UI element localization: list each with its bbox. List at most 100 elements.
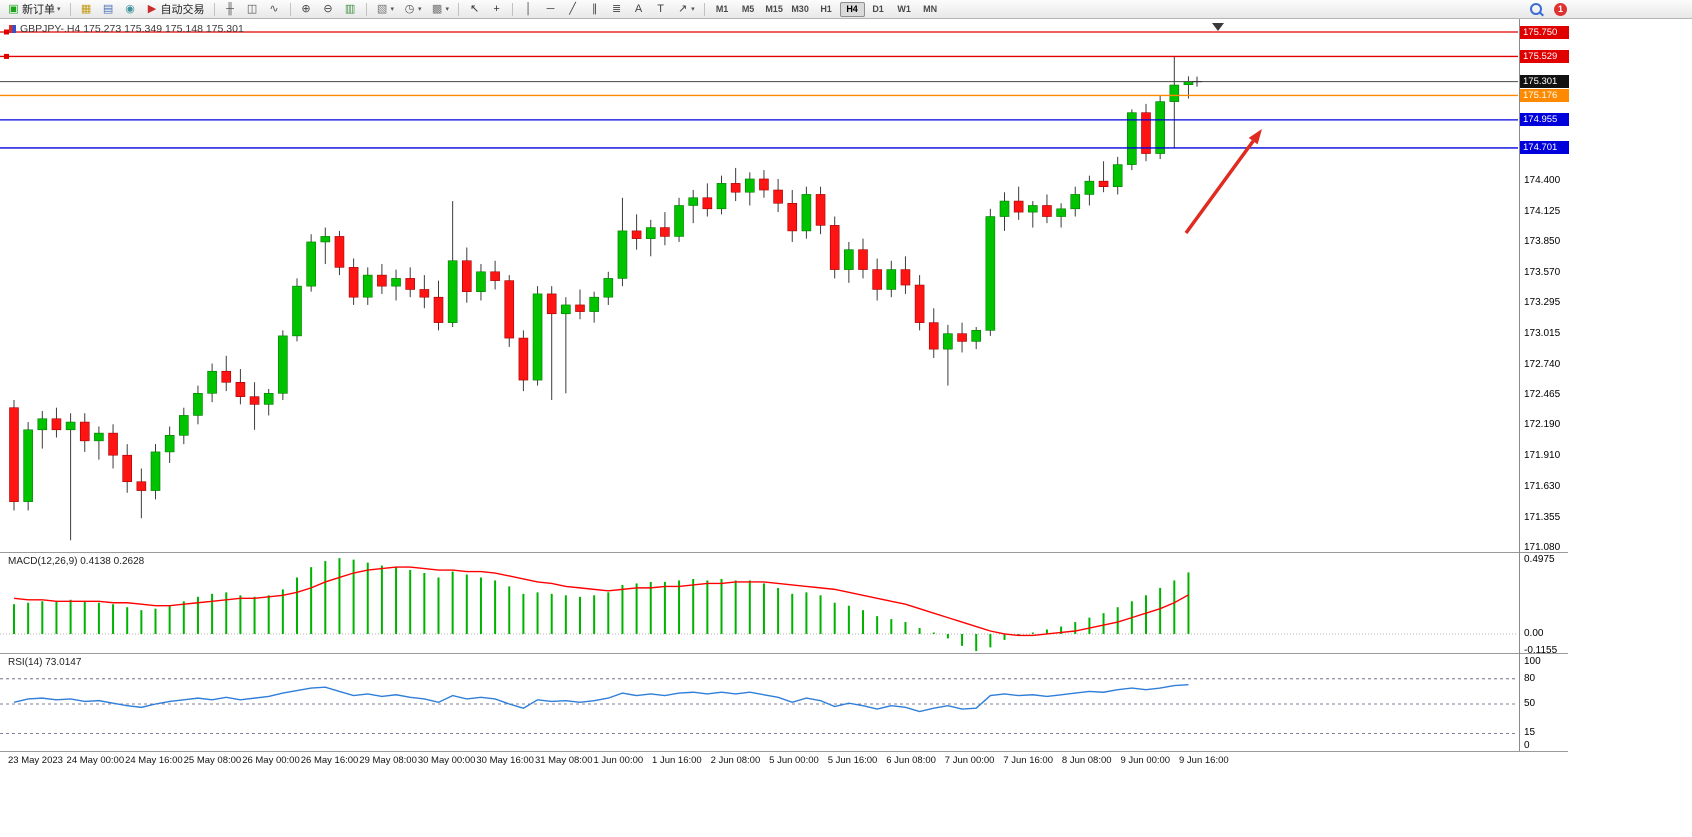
- timeframe-h1[interactable]: H1: [814, 2, 839, 17]
- vertical-line-button[interactable]: │: [518, 0, 539, 18]
- line-handle[interactable]: [4, 29, 9, 35]
- candle: [1169, 56, 1180, 149]
- trendline-icon: ╱: [569, 2, 576, 15]
- chart-shift-marker[interactable]: [1212, 23, 1224, 31]
- cursor-button[interactable]: ↖: [464, 0, 485, 18]
- bar-chart-icon: ╫: [226, 2, 234, 15]
- candlestick-button[interactable]: ◫: [242, 0, 263, 18]
- macd-panel[interactable]: [0, 553, 1518, 653]
- candle: [561, 297, 571, 394]
- search-icon[interactable]: [1530, 3, 1542, 15]
- bar-chart-button[interactable]: ╫: [220, 0, 241, 18]
- timeframe-h4[interactable]: H4: [839, 1, 865, 17]
- indicators-button[interactable]: ▧ ▾: [372, 0, 399, 18]
- price-tick: 172.740: [1524, 358, 1561, 370]
- time-tick: 5 Jun 00:00: [769, 755, 819, 766]
- hline-price-label: 175.750: [1520, 25, 1569, 39]
- periods-clock-icon: ◷: [404, 2, 415, 15]
- candle: [9, 399, 19, 511]
- text-label-button[interactable]: T: [650, 0, 671, 18]
- time-tick: 31 May 08:00: [534, 755, 593, 766]
- trendline-button[interactable]: ╱: [562, 0, 583, 18]
- channel-icon: ∥: [591, 2, 598, 15]
- tile-windows-button[interactable]: ▥: [340, 0, 361, 18]
- notification-badge[interactable]: 1: [1554, 2, 1567, 16]
- line-chart-icon: ∿: [269, 2, 279, 15]
- main-chart-panel[interactable]: [0, 19, 1518, 552]
- navigator-button[interactable]: ◉: [120, 0, 141, 18]
- candle: [65, 413, 76, 541]
- candle: [122, 444, 132, 493]
- candle: [207, 363, 217, 403]
- horizontal-line-button[interactable]: ─: [540, 0, 561, 18]
- candle: [900, 256, 911, 294]
- candle: [730, 167, 741, 202]
- candle: [1112, 156, 1123, 195]
- crosshair-button[interactable]: +: [486, 0, 507, 18]
- candle: [928, 308, 939, 358]
- candle: [518, 330, 529, 392]
- timeframe-m30[interactable]: M30: [788, 2, 813, 17]
- timeframe-m5[interactable]: M5: [736, 2, 761, 17]
- time-tick: 26 May 16:00: [300, 755, 359, 766]
- timeframe-w1[interactable]: W1: [892, 2, 917, 17]
- candle: [377, 264, 387, 294]
- macd-label: MACD(12,26,9) 0.4138 0.2628: [8, 556, 145, 567]
- channel-button[interactable]: ∥: [584, 0, 605, 18]
- trend-arrow[interactable]: [1184, 140, 1255, 235]
- rsi-panel[interactable]: [0, 654, 1518, 751]
- candle: [532, 286, 543, 386]
- charts-button[interactable]: ▦: [76, 0, 97, 18]
- autotrading-button[interactable]: ▶ 自动交易: [142, 0, 209, 18]
- candle: [716, 175, 727, 215]
- price-tick: 173.295: [1524, 297, 1561, 309]
- candle: [1127, 109, 1137, 171]
- hline-price-label: 175.176: [1520, 88, 1569, 102]
- macd-signal-line: [13, 566, 1189, 637]
- autotrading-icon: ▶: [147, 2, 157, 15]
- zoom-in-icon: ⊕: [301, 2, 311, 15]
- candle: [1155, 94, 1165, 160]
- toolbar-separator: [365, 2, 367, 16]
- candle: [773, 178, 783, 213]
- candle: [1098, 161, 1109, 193]
- candle: [348, 258, 359, 305]
- periods-button[interactable]: ◷ ▾: [399, 0, 426, 18]
- chevron-down-icon: ▾: [390, 6, 395, 13]
- arrows-button[interactable]: ↗ ▾: [672, 0, 699, 18]
- panel-separator[interactable]: [0, 552, 1568, 553]
- candle: [787, 190, 798, 242]
- symbol-marker-icon: [9, 25, 16, 33]
- timeframe-mn[interactable]: MN: [918, 2, 943, 17]
- panel-separator[interactable]: [0, 653, 1568, 654]
- rsi-scale-tick: 15: [1524, 727, 1536, 739]
- zoom-out-button[interactable]: ⊖: [318, 0, 339, 18]
- candle: [603, 271, 614, 305]
- line-handle[interactable]: [4, 53, 9, 59]
- profiles-icon: ▤: [102, 2, 114, 15]
- new-order-button[interactable]: ▣ 新订单 ▾: [3, 0, 65, 18]
- time-axis[interactable]: 23 May 2023 24 May 00:00 24 May 16:00 25 Ma…: [0, 752, 1568, 770]
- candle: [37, 411, 48, 449]
- candle: [391, 269, 401, 301]
- timeframe-m1[interactable]: M1: [710, 2, 735, 17]
- price-tick: 171.080: [1524, 542, 1561, 554]
- candle: [759, 170, 769, 198]
- candle: [306, 234, 316, 292]
- candle: [617, 197, 628, 287]
- profiles-button[interactable]: ▤: [98, 0, 119, 18]
- macd-scale-tick: 0.4975: [1524, 554, 1555, 565]
- rsi-line: [13, 683, 1189, 713]
- line-chart-button[interactable]: ∿: [264, 0, 285, 18]
- zoom-in-button[interactable]: ⊕: [296, 0, 317, 18]
- text-button[interactable]: A: [628, 0, 649, 18]
- candle: [476, 264, 486, 301]
- templates-button[interactable]: ▩ ▾: [427, 0, 454, 18]
- timeframe-m15[interactable]: M15: [762, 2, 787, 17]
- fibonacci-button[interactable]: ≣: [606, 0, 627, 18]
- candle: [844, 241, 854, 283]
- timeframe-d1[interactable]: D1: [866, 2, 891, 17]
- candle: [971, 327, 982, 350]
- price-axis[interactable]: 174.400 174.125 173.850 173.570 173.295 173.0…: [1520, 19, 1569, 751]
- time-tick: 23 May 2023: [8, 755, 63, 766]
